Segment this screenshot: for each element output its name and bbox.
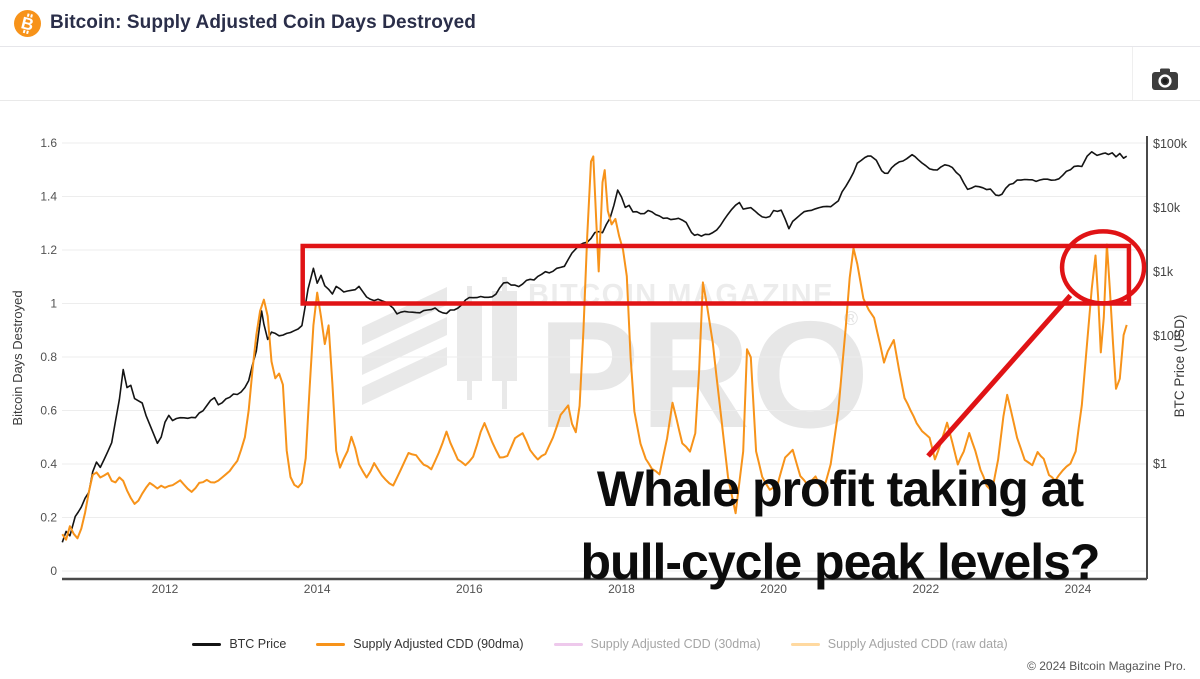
x-tick-label: 2012 xyxy=(152,582,179,596)
page-title: Bitcoin: Supply Adjusted Coin Days Destr… xyxy=(50,12,476,33)
copyright-text: © 2024 Bitcoin Magazine Pro. xyxy=(1027,659,1186,673)
annotation-text-line2: bull-cycle peak levels? xyxy=(580,534,1101,590)
legend-swatch xyxy=(553,642,583,646)
header: B Bitcoin: Supply Adjusted Coin Days Des… xyxy=(0,0,1200,47)
right-tick-label: $1k xyxy=(1153,265,1174,279)
chart-area[interactable]: BITCOIN MAGAZINE PRO ® 0 0.2 0.4 0.6 0.8 1 1.2… xyxy=(0,101,1200,631)
bitcoin-icon: B xyxy=(14,9,41,37)
x-tick-label: 2016 xyxy=(456,582,483,596)
x-tick-label: 2024 xyxy=(1065,582,1092,596)
left-tick-label: 0.8 xyxy=(40,350,57,364)
x-tick-label: 2014 xyxy=(304,582,331,596)
x-tick-label: 2020 xyxy=(760,582,787,596)
camera-icon[interactable] xyxy=(1150,66,1180,92)
legend: BTC Price Supply Adjusted CDD (90dma) Supp… xyxy=(0,632,1200,656)
x-tick-label: 2022 xyxy=(912,582,939,596)
toolbar-divider xyxy=(1132,47,1133,100)
left-tick-label: 1.6 xyxy=(40,136,57,150)
legend-label: Supply Adjusted CDD (90dma) xyxy=(353,637,524,651)
legend-item-supply-adjusted-cdd-30dma-[interactable]: Supply Adjusted CDD (30dma) xyxy=(553,637,761,651)
legend-item-supply-adjusted-cdd-raw-data-[interactable]: Supply Adjusted CDD (raw data) xyxy=(790,637,1008,651)
legend-label: Supply Adjusted CDD (30dma) xyxy=(590,637,761,651)
legend-label: Supply Adjusted CDD (raw data) xyxy=(827,637,1008,651)
left-axis-title: Bitcoin Days Destroyed xyxy=(10,290,25,425)
left-tick-label: 0.6 xyxy=(40,404,57,418)
annotation-ellipse xyxy=(1059,229,1147,306)
svg-text:B: B xyxy=(19,13,36,34)
annotation-arrow xyxy=(926,293,1073,458)
legend-swatch xyxy=(316,642,346,646)
right-tick-label: $100 xyxy=(1153,329,1181,343)
legend-swatch xyxy=(790,642,820,646)
left-tick-label: 1 xyxy=(50,297,57,311)
x-tick-label: 2018 xyxy=(608,582,635,596)
legend-item-supply-adjusted-cdd-90dma-[interactable]: Supply Adjusted CDD (90dma) xyxy=(316,637,524,651)
chart-plot[interactable]: 0 0.2 0.4 0.6 0.8 1 1.2 1.4 1.6 $100k $10k $1k $100 $… xyxy=(0,101,1200,631)
left-tick-label: 0.2 xyxy=(40,511,57,525)
left-tick-label: 1.2 xyxy=(40,243,57,257)
footer: © 2024 Bitcoin Magazine Pro. xyxy=(0,656,1200,679)
right-axis-title: BTC Price (USD) xyxy=(1172,315,1187,418)
toolbar xyxy=(0,47,1200,101)
annotation-text: Whale profit taking at bull-cycle peak l… xyxy=(540,453,1140,599)
legend-swatch xyxy=(192,642,222,646)
right-tick-label: $1 xyxy=(1153,457,1167,471)
left-tick-label: 0 xyxy=(50,564,57,578)
legend-label: BTC Price xyxy=(229,637,287,651)
annotation-text-line1: Whale profit taking at xyxy=(596,461,1084,517)
legend-item-btc-price[interactable]: BTC Price xyxy=(192,637,286,651)
right-tick-label: $100k xyxy=(1153,137,1188,151)
left-tick-label: 1.4 xyxy=(40,190,57,204)
left-tick-label: 0.4 xyxy=(40,457,57,471)
annotation-box xyxy=(300,243,1132,306)
right-tick-label: $10k xyxy=(1153,201,1181,215)
series-btc-price xyxy=(61,150,1128,543)
